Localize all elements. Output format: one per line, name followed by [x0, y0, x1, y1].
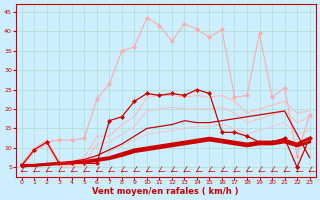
X-axis label: Vent moyen/en rafales ( km/h ): Vent moyen/en rafales ( km/h ) [92, 187, 239, 196]
